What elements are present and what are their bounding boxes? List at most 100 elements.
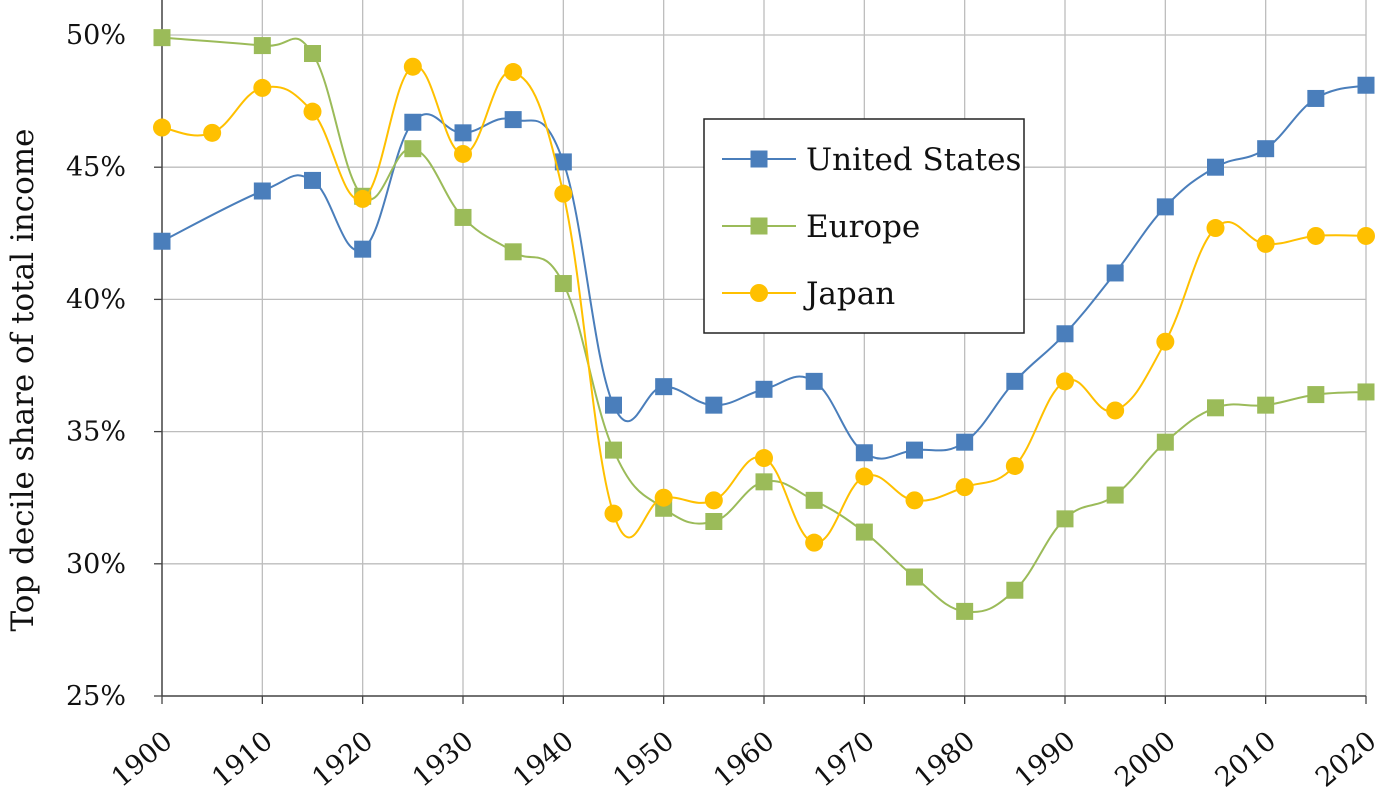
data-point-japan [1256, 234, 1275, 253]
data-point-europe [1006, 581, 1024, 599]
data-point-europe [855, 523, 873, 541]
data-point-united-states [655, 378, 673, 396]
x-tick-label: 1950 [608, 726, 681, 794]
data-point-japan [403, 57, 422, 76]
x-tick-label: 2010 [1210, 726, 1283, 794]
x-tick-label: 1960 [708, 726, 781, 794]
gridlines [162, 0, 1367, 696]
legend-marker-europe [750, 217, 768, 235]
legend-label-japan: Japan [803, 276, 895, 312]
x-tick-label: 1930 [407, 726, 480, 794]
y-tick-label: 30% [66, 549, 126, 580]
data-point-europe [554, 275, 572, 293]
y-tick-label: 45% [66, 152, 126, 183]
y-tick-label: 50% [66, 20, 126, 51]
x-tick-labels: 1900 1910 1920 1930 1940 1950 1960 1970 1980 1990… [106, 726, 1376, 794]
data-point-europe [404, 140, 422, 158]
legend-marker-japan [750, 284, 768, 302]
data-point-europe [805, 491, 823, 509]
data-point-united-states [1307, 89, 1325, 107]
data-point-europe [304, 45, 321, 63]
series-line-europe [161, 36, 1367, 614]
data-point-japan [253, 78, 272, 97]
data-point-united-states [554, 153, 572, 171]
data-point-europe [1106, 486, 1124, 504]
data-point-japan [1106, 401, 1125, 420]
data-point-europe [605, 441, 622, 459]
data-point-europe [253, 37, 271, 55]
data-point-japan [504, 63, 523, 82]
data-point-united-states [605, 396, 622, 414]
series-group [153, 29, 1375, 620]
data-point-europe [504, 243, 522, 261]
data-point-united-states [805, 372, 823, 390]
data-point-japan [955, 478, 974, 497]
data-point-united-states [253, 182, 271, 200]
data-point-europe [1307, 386, 1325, 404]
data-point-europe [755, 473, 773, 491]
data-point-united-states [354, 240, 372, 258]
data-point-united-states [404, 113, 422, 131]
x-tick-label: 2020 [1310, 726, 1376, 794]
y-tick-label: 35% [66, 417, 126, 448]
data-point-europe [454, 208, 472, 226]
x-tick-label: 1900 [106, 726, 179, 794]
data-point-japan [203, 123, 222, 142]
data-point-europe [705, 512, 723, 530]
data-point-japan [1357, 226, 1375, 245]
y-tick-label: 25% [66, 681, 126, 712]
legend: United States Europe Japan [703, 118, 1025, 334]
data-point-japan [855, 467, 874, 486]
series-line-united-states [161, 84, 1367, 460]
data-point-united-states [755, 380, 773, 398]
data-point-japan [604, 504, 623, 523]
data-point-japan [1306, 226, 1325, 245]
data-point-japan [704, 491, 723, 510]
data-point-united-states [956, 433, 974, 451]
data-point-japan [1206, 219, 1225, 238]
data-point-united-states [304, 171, 321, 189]
x-tick-label: 1970 [808, 726, 881, 794]
data-point-united-states [1357, 76, 1375, 94]
data-point-europe [1056, 510, 1074, 528]
y-tick-label: 40% [66, 284, 126, 315]
data-point-japan [554, 184, 573, 203]
data-point-japan [654, 488, 673, 507]
series-united-states [153, 76, 1375, 462]
x-tick-label: 1980 [909, 726, 982, 794]
data-point-japan [805, 533, 824, 552]
data-point-japan [1056, 372, 1074, 391]
x-tick-label: 1920 [307, 726, 380, 794]
data-point-united-states [1156, 198, 1174, 216]
data-point-united-states [1056, 325, 1074, 343]
data-point-united-states [454, 124, 472, 142]
x-tick-label: 1990 [1009, 726, 1082, 794]
legend-label-europe: Europe [806, 209, 920, 245]
data-point-japan [303, 102, 322, 121]
data-point-europe [906, 568, 923, 586]
data-point-europe [1257, 396, 1275, 414]
data-point-united-states [906, 441, 923, 459]
data-point-japan [1005, 456, 1024, 475]
data-point-united-states [1207, 158, 1224, 176]
data-point-japan [454, 144, 472, 163]
data-point-japan [905, 491, 924, 510]
data-point-united-states [1257, 140, 1275, 158]
data-point-europe [1357, 383, 1375, 401]
legend-marker-united-states [750, 150, 768, 168]
data-point-united-states [153, 232, 171, 250]
data-point-japan [1156, 332, 1175, 351]
data-point-europe [153, 29, 171, 47]
series-japan [153, 57, 1375, 552]
data-point-united-states [1006, 372, 1024, 390]
data-point-united-states [855, 444, 873, 462]
axes [154, 0, 1367, 704]
x-tick-label: 2000 [1109, 726, 1182, 794]
data-point-japan [353, 189, 372, 208]
data-point-united-states [1106, 264, 1124, 282]
data-point-united-states [504, 111, 522, 129]
y-axis-label: Top decile share of total income [5, 128, 41, 631]
data-point-united-states [705, 396, 723, 414]
x-tick-label: 1940 [507, 726, 580, 794]
